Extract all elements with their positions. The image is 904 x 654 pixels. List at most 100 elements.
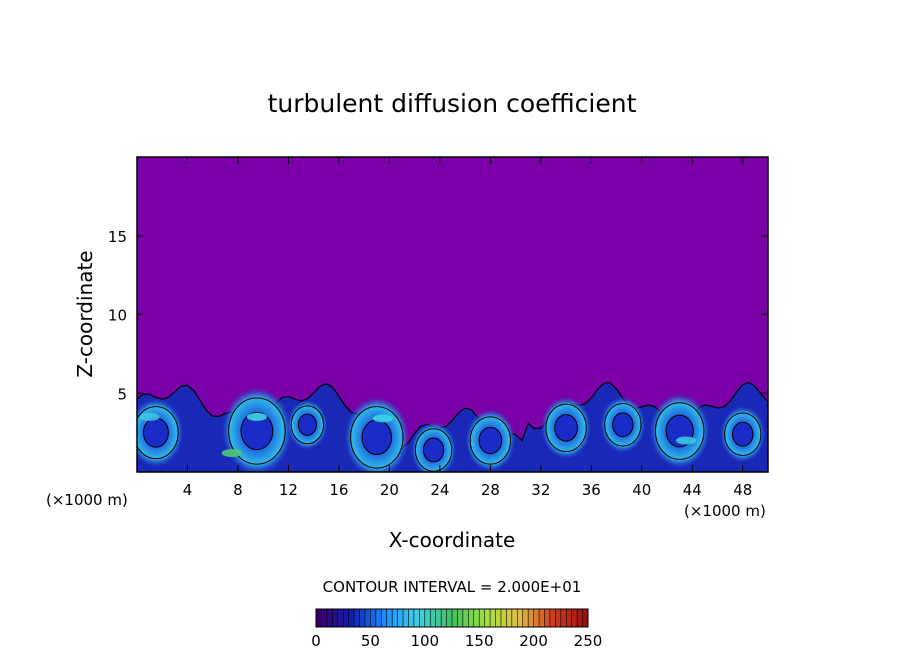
- x-tick-label-9: 40: [632, 481, 651, 499]
- plot-area: [136, 156, 769, 473]
- x-tick-label-1: 8: [233, 481, 243, 499]
- colorbar-swatch-16: [403, 609, 409, 627]
- colorbar-swatch-45: [560, 609, 567, 627]
- eddy-highlight-3: [675, 436, 696, 445]
- chart-title: turbulent diffusion coefficient: [268, 89, 637, 118]
- colorbar-tick-label-4: 200: [519, 632, 548, 650]
- eddy-contour-outer-3: [350, 406, 404, 469]
- colorbar-swatch-37: [517, 609, 524, 627]
- turbulence-field: [137, 381, 768, 472]
- colorbar-swatch-6: [348, 609, 355, 627]
- colorbar-swatch-8: [359, 609, 366, 627]
- colorbar-swatch-36: [511, 609, 518, 627]
- contour-interval-label: CONTOUR INTERVAL = 2.000E+01: [323, 578, 582, 596]
- x-tick-label-3: 16: [329, 481, 348, 499]
- eddy-highlight-0: [246, 412, 267, 421]
- y-axis-ticks: 5 10 15: [108, 228, 768, 403]
- eddy-contour-inner-4: [422, 437, 445, 463]
- colorbar-swatch-12: [381, 609, 388, 627]
- colorbar-frame: [315, 608, 589, 628]
- colorbar-swatch-47: [571, 609, 578, 627]
- colorbar-swatch-21: [430, 609, 436, 627]
- colorbar-swatch-5: [343, 609, 349, 627]
- colorbar-swatch-19: [419, 609, 426, 627]
- colorbar-swatch-33: [495, 609, 502, 627]
- colorbar-swatch-15: [397, 609, 404, 627]
- colorbar-swatch-24: [446, 609, 453, 627]
- x-tick-label-11: 48: [733, 481, 752, 499]
- eddy-contour-outer-7: [604, 402, 642, 447]
- x-tick-label-0: 4: [183, 481, 193, 499]
- eddy-contour-inner-5: [478, 426, 503, 455]
- colorbar-swatch-28: [468, 609, 475, 627]
- colorbar-swatch-20: [424, 609, 431, 627]
- colorbar-swatch-41: [539, 609, 545, 627]
- colorbar-swatch-40: [533, 609, 540, 627]
- x-tick-label-5: 24: [430, 481, 449, 499]
- colorbar-swatch-46: [566, 609, 572, 627]
- x-tick-label-10: 44: [683, 481, 702, 499]
- colorbar-swatch-17: [408, 609, 415, 627]
- eddy-contour-outer-2: [290, 405, 325, 445]
- eddy-contour-inner-7: [612, 412, 634, 438]
- x-tick-label-6: 28: [481, 481, 500, 499]
- colorbar-swatch-30: [479, 609, 485, 627]
- eddy-contour-outer-0: [137, 406, 179, 460]
- x-unit-left: (×1000 m): [46, 491, 128, 509]
- colorbar-swatch-18: [413, 609, 420, 627]
- eddy-contour-outer-4: [414, 428, 453, 472]
- colorbar-swatch-31: [484, 609, 491, 627]
- eddy-contour-outer-6: [545, 403, 587, 453]
- colorbar-swatch-2: [326, 609, 333, 627]
- x-tick-label-4: 20: [380, 481, 399, 499]
- colorbar-swatch-14: [392, 609, 398, 627]
- colorbar-swatch-44: [555, 609, 562, 627]
- colorbar-swatch-0: [316, 609, 322, 627]
- eddy-contour-outer-1: [228, 397, 286, 465]
- eddy-highlight-4: [139, 412, 160, 421]
- colorbar-swatch-1: [321, 609, 328, 627]
- eddy-contour-inner-6: [554, 414, 578, 442]
- eddy-contour-outer-8: [654, 402, 705, 460]
- colorbar-swatch-43: [549, 609, 556, 627]
- y-tick-label-2: 15: [108, 228, 127, 246]
- eddy-contour-inner-3: [361, 419, 393, 456]
- colorbar-swatch-22: [435, 609, 442, 627]
- eddy-highlight-2: [373, 414, 394, 423]
- colorbar-swatch-49: [582, 609, 589, 627]
- y-tick-label-1: 10: [108, 307, 127, 325]
- colorbar-swatch-23: [441, 609, 447, 627]
- colorbar-swatches: [315, 609, 589, 627]
- colorbar-swatch-39: [528, 609, 534, 627]
- colorbar-tick-label-0: 0: [311, 632, 321, 650]
- eddy-contour-inner-0: [142, 417, 169, 448]
- colorbar-swatch-25: [452, 609, 458, 627]
- colorbar-swatch-4: [337, 609, 344, 627]
- colorbar: 0 50 100 150 200 250: [311, 608, 602, 650]
- colorbar-tick-label-2: 100: [410, 632, 439, 650]
- eddy-contour-outer-5: [469, 416, 512, 465]
- eddy-contour-inner-2: [297, 413, 317, 436]
- colorbar-swatch-10: [370, 609, 377, 627]
- y-tick-label-0: 5: [117, 385, 127, 403]
- colorbar-swatch-42: [544, 609, 551, 627]
- y-axis-label: Z-coordinate: [73, 250, 97, 377]
- colorbar-swatch-38: [522, 609, 529, 627]
- colorbar-swatch-11: [375, 609, 382, 627]
- colorbar-swatch-7: [354, 609, 360, 627]
- eddy-contour-outer-9: [724, 412, 762, 456]
- colorbar-swatch-34: [500, 609, 507, 627]
- eddy-highlight-1: [221, 449, 242, 458]
- x-axis-ticks: 4 8 12 16 20 24 28 32 36 40 44 48: [183, 157, 752, 499]
- colorbar-swatch-27: [462, 609, 469, 627]
- x-tick-label-7: 32: [531, 481, 550, 499]
- x-unit-right: (×1000 m): [684, 502, 766, 520]
- colorbar-swatch-32: [490, 609, 496, 627]
- colorbar-ticks: 0 50 100 150 200 250: [311, 632, 602, 650]
- colorbar-swatch-9: [364, 609, 371, 627]
- colorbar-swatch-35: [506, 609, 513, 627]
- colorbar-swatch-26: [457, 609, 464, 627]
- eddy-contour-inner-1: [240, 412, 274, 451]
- colorbar-swatch-3: [332, 609, 339, 627]
